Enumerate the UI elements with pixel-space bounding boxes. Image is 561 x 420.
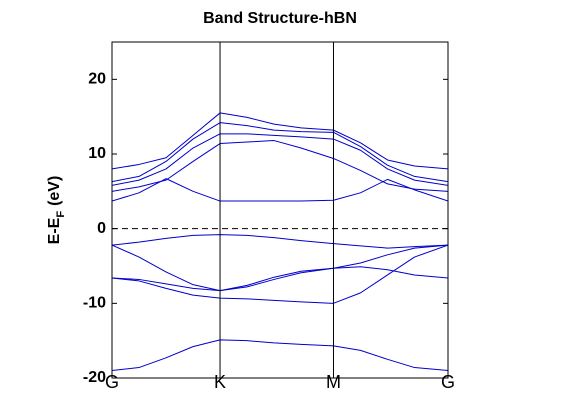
x-tick-label: K: [214, 372, 226, 392]
x-tick-label: M: [326, 372, 341, 392]
band-line: [112, 178, 448, 202]
y-axis-label: E-EF (eV): [46, 176, 67, 245]
y-tick-label: -20: [83, 369, 106, 386]
x-tick-label: G: [105, 372, 119, 392]
band-line: [112, 112, 448, 170]
band-line: [112, 234, 448, 249]
y-tick-label: 10: [88, 145, 106, 162]
band-line: [112, 122, 448, 183]
y-tick-label: 20: [88, 71, 106, 88]
band-line: [112, 244, 448, 292]
y-label-main: E-E: [46, 217, 63, 244]
y-tick-label: -10: [83, 295, 106, 312]
band-line: [112, 244, 448, 292]
band-line: [112, 244, 448, 304]
x-tick-label: G: [441, 372, 455, 392]
plot-area: [112, 112, 448, 372]
chart-title: Band Structure-hBN: [203, 10, 357, 27]
band-line: [112, 140, 448, 192]
y-label-sub: F: [55, 211, 67, 218]
band-line: [112, 133, 448, 186]
band-line: [112, 339, 448, 372]
y-tick-label: 0: [97, 220, 106, 237]
y-label-unit: (eV): [46, 176, 63, 206]
